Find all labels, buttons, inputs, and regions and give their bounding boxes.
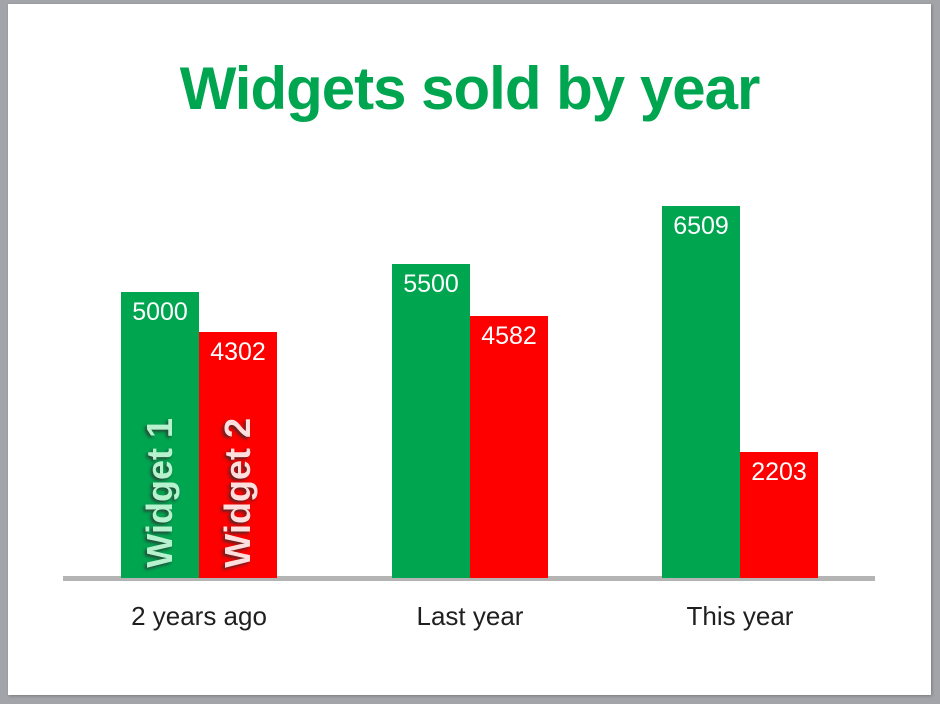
bar-widget-2-2-years-ago: 4302 Widget 2	[199, 332, 277, 578]
bar-widget-1-last-year: 5500	[392, 264, 470, 578]
bar-value-label: 5500	[403, 270, 459, 298]
slide: Widgets sold by year 5000 Widget 1 4302 Wid…	[8, 4, 931, 695]
plot-area: 5000 Widget 1 4302 Widget 2 2 years ago 5500 4…	[8, 4, 931, 695]
bar-value-label: 4582	[481, 322, 537, 350]
series-name-label-widget-1: Widget 1	[139, 418, 180, 568]
series-name-label-widget-2: Widget 2	[217, 418, 258, 568]
bar-value-label: 5000	[132, 298, 188, 326]
chart-title: Widgets sold by year	[179, 55, 761, 122]
bar-widget-2-this-year: 2203	[740, 452, 818, 578]
bar-widget-1-2-years-ago: 5000 Widget 1	[121, 292, 199, 578]
x-axis-line	[63, 576, 875, 581]
category-label-2-years-ago: 2 years ago	[131, 601, 267, 631]
bar-widget-1-this-year: 6509	[662, 206, 740, 578]
category-label-this-year: This year	[686, 601, 794, 631]
category-label-last-year: Last year	[416, 601, 524, 631]
bar-value-label: 2203	[751, 458, 807, 486]
bar-value-label: 4302	[210, 338, 266, 366]
bar-widget-2-last-year: 4582	[470, 316, 548, 578]
bar-value-label: 6509	[673, 212, 729, 240]
